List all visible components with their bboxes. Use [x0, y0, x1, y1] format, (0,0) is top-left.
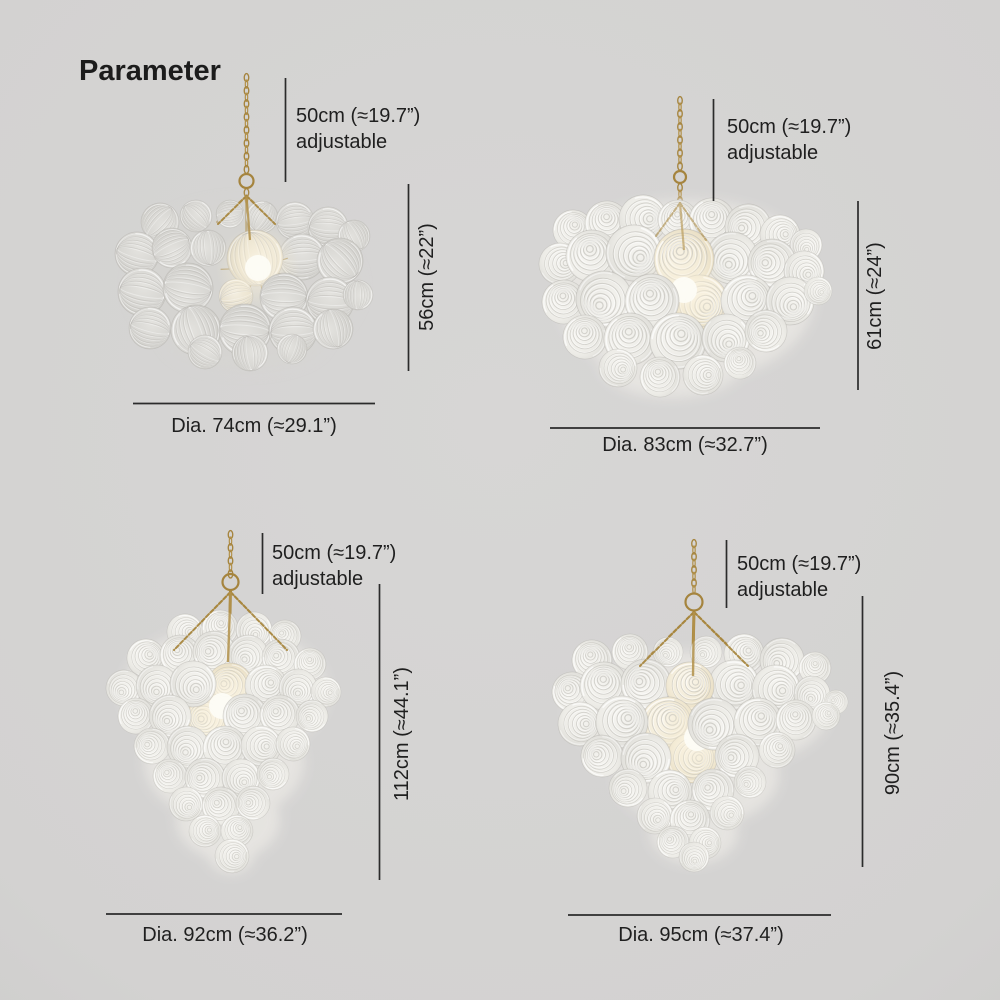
- svg-text:Dia. 95cm (≈37.4”): Dia. 95cm (≈37.4”): [618, 924, 783, 946]
- svg-text:56cm (≈22”): 56cm (≈22”): [416, 223, 438, 331]
- svg-text:Dia. 83cm (≈32.7”): Dia. 83cm (≈32.7”): [602, 434, 767, 456]
- svg-text:adjustable: adjustable: [272, 568, 363, 590]
- svg-text:Dia. 74cm (≈29.1”): Dia. 74cm (≈29.1”): [171, 415, 336, 437]
- svg-text:Parameter: Parameter: [79, 55, 221, 87]
- svg-text:50cm (≈19.7”): 50cm (≈19.7”): [727, 116, 851, 138]
- svg-text:adjustable: adjustable: [727, 142, 818, 164]
- svg-text:112cm (≈44.1”): 112cm (≈44.1”): [391, 667, 413, 801]
- svg-text:Dia. 92cm (≈36.2”): Dia. 92cm (≈36.2”): [142, 924, 307, 946]
- svg-text:61cm (≈24”): 61cm (≈24”): [864, 242, 886, 350]
- svg-text:adjustable: adjustable: [296, 131, 387, 153]
- svg-text:50cm (≈19.7”): 50cm (≈19.7”): [296, 105, 420, 127]
- svg-text:adjustable: adjustable: [737, 579, 828, 601]
- svg-text:50cm (≈19.7”): 50cm (≈19.7”): [737, 553, 861, 575]
- svg-text:90cm (≈35.4”): 90cm (≈35.4”): [882, 671, 904, 795]
- svg-text:50cm (≈19.7”): 50cm (≈19.7”): [272, 542, 396, 564]
